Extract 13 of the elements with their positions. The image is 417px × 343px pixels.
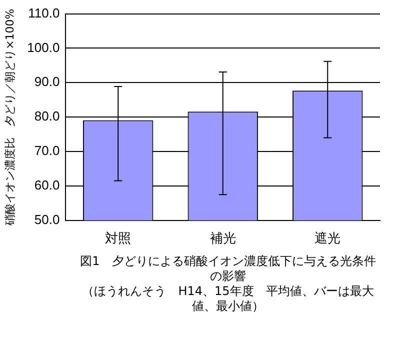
y-tick-label: 60.0 — [34, 178, 60, 193]
x-tick-label: 対照 — [105, 230, 132, 247]
y-tick-label: 80.0 — [34, 108, 60, 124]
x-tick-label: 遮光 — [314, 232, 341, 247]
y-axis-title: 硝酸イオン濃度比 夕どり／朝どり×100% — [3, 8, 16, 226]
y-tick-label: 90.0 — [34, 74, 60, 90]
x-tick-label: 補光 — [210, 232, 236, 247]
y-tick-label: 110.0 — [28, 5, 60, 20]
text: （ほうれんそう H14、15年度 平均値、バーは最大値、最小値） — [81, 284, 375, 314]
y-tick-label: 100.0 — [27, 40, 60, 55]
text: 図1 夕どりによる硝酸イオン濃度低下に与える光条件の影響 — [79, 254, 377, 284]
y-tick-label: 50.0 — [34, 212, 60, 227]
y-tick-label: 70.0 — [34, 143, 60, 158]
